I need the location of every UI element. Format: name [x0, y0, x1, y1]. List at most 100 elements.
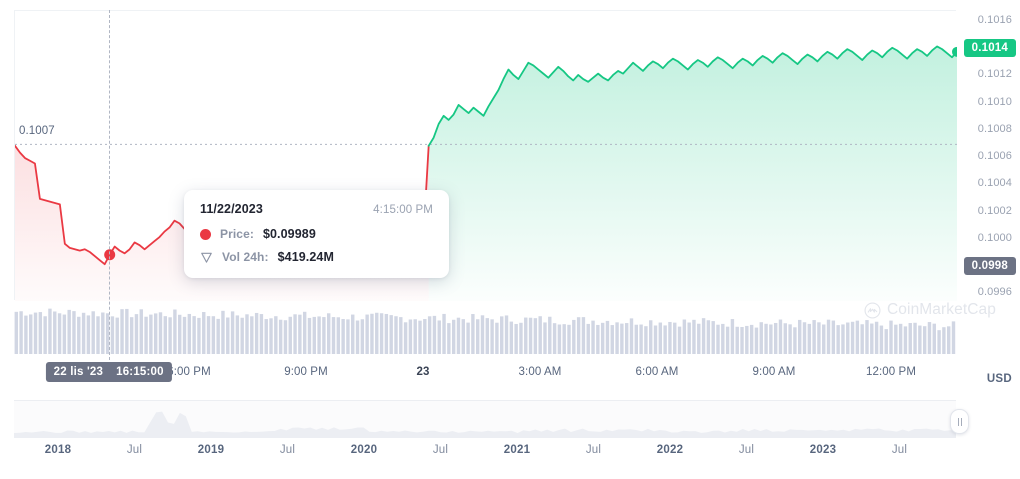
- navigator-tick-label: 2023: [809, 444, 837, 456]
- volume-bar: [48, 308, 52, 354]
- volume-bar: [687, 322, 691, 354]
- volume-bar: [144, 316, 148, 354]
- volume-bar: [288, 316, 292, 354]
- volume-bar: [826, 319, 831, 354]
- volume-bar: [581, 317, 586, 354]
- crosshair-time-text: 16:15:00: [116, 366, 164, 378]
- volume-bar: [615, 322, 619, 354]
- volume-bar: [101, 312, 105, 354]
- volume-bar: [865, 320, 869, 354]
- navigator-area: [14, 411, 956, 438]
- volume-bar: [836, 325, 840, 354]
- volume-bar: [437, 320, 441, 354]
- volume-bar: [591, 320, 595, 354]
- volume-bar: [29, 314, 33, 354]
- y-axis-tick-label: 0.0996: [977, 286, 1012, 299]
- volume-bar: [567, 324, 571, 354]
- volume-bar: [759, 322, 763, 354]
- volume-bar: [274, 316, 278, 354]
- volume-bar: [663, 325, 667, 354]
- grip-line-icon: [960, 417, 962, 426]
- volume-bar: [846, 322, 850, 354]
- y-axis-tick-label: 0.1006: [977, 150, 1012, 163]
- navigator-tick-label: 2022: [656, 444, 684, 456]
- volume-bar: [586, 323, 590, 354]
- volume-bar: [716, 324, 720, 354]
- volume-bar: [423, 319, 427, 354]
- volume-bar: [725, 326, 730, 354]
- volume-bar: [158, 312, 163, 354]
- volume-bar: [543, 322, 547, 354]
- volume-bar: [504, 315, 509, 354]
- navigator-series-svg: [14, 411, 956, 438]
- crosshair-date-badge: 22 lis '23 16:15:00: [45, 362, 172, 382]
- volume-bar: [778, 319, 783, 354]
- volume-bar: [870, 323, 874, 354]
- volume-bar: [168, 317, 172, 354]
- tooltip-header: 11/22/2023 4:15:00 PM: [200, 202, 433, 216]
- volume-plot-area: [14, 302, 956, 358]
- volume-bar: [57, 313, 62, 354]
- volume-bar: [173, 309, 177, 354]
- range-navigator[interactable]: [14, 400, 969, 438]
- volume-bar: [91, 311, 95, 354]
- volume-bar: [932, 323, 936, 354]
- volume-bar: [692, 319, 696, 354]
- volume-bar: [831, 320, 836, 354]
- volume-bar: [182, 316, 187, 354]
- navigator-tick-label: 2021: [503, 444, 531, 456]
- volume-bar: [461, 319, 465, 354]
- volume-bar: [788, 324, 792, 354]
- volume-bar: [942, 327, 946, 354]
- coinmarketcap-logo-icon: [864, 301, 881, 319]
- volume-bar: [375, 312, 379, 354]
- volume-bar: [250, 316, 254, 354]
- volume-bar: [874, 321, 879, 354]
- volume-bar: [259, 314, 264, 354]
- volume-bar: [456, 317, 461, 354]
- volume-bar: [72, 311, 76, 354]
- navigator-tick-label: 2020: [350, 444, 378, 456]
- volume-bar: [355, 320, 360, 354]
- volume-bar: [538, 316, 542, 354]
- navigator-tick-label: Jul: [126, 444, 143, 456]
- y-axis-tick-label: 0.1010: [977, 95, 1012, 108]
- volume-bar: [211, 316, 216, 354]
- volume-bar: [38, 312, 43, 354]
- hovered-point-marker: [104, 249, 116, 261]
- crosshair-price-badge: 0.0998: [963, 256, 1016, 275]
- navigator-right-handle[interactable]: [950, 409, 969, 434]
- volume-bar: [62, 314, 67, 354]
- x-axis-tick-label: 23: [416, 366, 430, 378]
- volume-bar: [798, 319, 802, 354]
- volume-bar: [509, 321, 514, 354]
- volume-bar: [485, 318, 490, 354]
- volume-bar: [24, 315, 28, 354]
- volume-bar: [43, 316, 47, 354]
- volume-bar: [908, 323, 912, 354]
- volume-bar: [620, 323, 624, 354]
- volume-bar: [447, 323, 451, 354]
- volume-bar: [697, 323, 701, 354]
- price-plot-area[interactable]: [14, 10, 957, 301]
- volume-bar: [894, 324, 898, 354]
- volume-bar: [677, 326, 682, 354]
- volume-bar: [749, 324, 754, 354]
- volume-bar: [668, 321, 672, 354]
- navigator-tick-label: Jul: [585, 444, 602, 456]
- volume-bar: [77, 316, 81, 354]
- volume-bar: [528, 317, 533, 354]
- volume-bar: [178, 314, 182, 354]
- volume-bar: [610, 325, 614, 354]
- current-price-marker: [952, 46, 957, 57]
- volume-bar: [721, 323, 725, 354]
- x-axis-tick-label: 3:00 AM: [518, 366, 562, 378]
- volume-bar: [769, 324, 773, 354]
- volume-bar: [432, 315, 437, 354]
- volume-bar: [394, 316, 398, 354]
- volume-bar: [418, 320, 422, 354]
- volume-bar: [735, 326, 739, 354]
- x-axis-tick-label: 9:00 AM: [752, 366, 796, 378]
- tooltip-volume-label: Vol 24h:: [222, 250, 269, 264]
